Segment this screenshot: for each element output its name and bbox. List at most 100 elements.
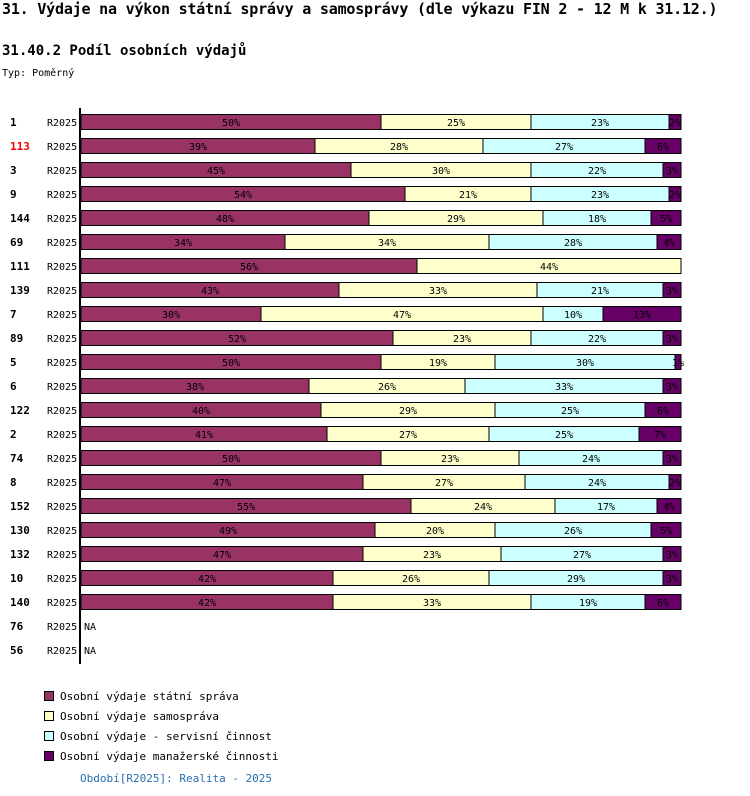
bar-value-label: 47% [213,478,231,489]
bar-value-label: 55% [237,502,255,513]
bar-value-label: 23% [453,334,471,345]
bar-value-label: 50% [222,118,240,129]
bar-value-label: 29% [447,214,465,225]
bar-value-label: 48% [216,214,234,225]
bar-value-label: 3% [666,334,678,345]
bar-value-label: 24% [474,502,492,513]
period-label: R2025 [47,526,77,537]
bar-value-label: 42% [198,574,216,585]
bar-value-label: 21% [591,286,609,297]
bar-segment [662,570,682,586]
bar-segment [638,426,682,442]
period-label: R2025 [47,478,77,489]
bar-value-label: 20% [426,526,444,537]
bar-value-label: 41% [195,430,213,441]
bar-segment [662,546,682,562]
period-label: R2025 [47,358,77,369]
bar-value-label: 4% [663,238,675,249]
bar-value-label: 30% [576,358,594,369]
bar-value-label: 30% [162,310,180,321]
bar-value-label: 56% [240,262,258,273]
category-id-label: 139 [10,284,30,297]
bar-value-label: 52% [228,334,246,345]
legend-item-manazerske-cinnosti: Osobní výdaje manažerské činnosti [44,746,279,766]
bar-value-label: 34% [378,238,396,249]
bar-value-label: 49% [219,526,237,537]
legend-swatch-manazerske-cinnosti [44,751,54,761]
category-id-label: 144 [10,212,30,225]
bar-segment [644,594,682,610]
bar-value-label: 17% [597,502,615,513]
period-label: R2025 [47,190,77,201]
category-id-label: 140 [10,596,30,609]
bar-segment [644,138,682,154]
bar-segment [650,210,682,226]
category-id-label: 7 [10,308,17,321]
bar-value-label: 45% [207,166,225,177]
period-label: R2025 [47,118,77,129]
bar-value-label: 6% [657,406,669,417]
bar-value-label: 33% [423,598,441,609]
bar-value-label: 1% [672,358,684,369]
bar-value-label: 2% [669,478,681,489]
category-id-label: 74 [10,452,24,465]
period-label: R2025 [47,574,77,585]
bar-value-label: 54% [234,190,252,201]
category-id-label: 69 [10,236,23,249]
bar-value-label: 30% [432,166,450,177]
bar-value-label: 29% [399,406,417,417]
category-id-label: 56 [10,644,24,657]
bar-value-label: 6% [657,142,669,153]
bar-value-label: 18% [588,214,606,225]
period-label: R2025 [47,646,77,657]
bar-value-label: 44% [540,262,558,273]
category-id-label: 152 [10,500,30,513]
na-label: NA [84,622,96,633]
period-label: R2025 [47,622,77,633]
bar-value-label: 3% [666,574,678,585]
category-id-label: 2 [10,428,17,441]
bar-value-label: 33% [429,286,447,297]
category-id-label: 122 [10,404,30,417]
period-label: R2025 [47,334,77,345]
bar-value-label: 42% [198,598,216,609]
bar-value-label: 43% [201,286,219,297]
bar-segment [668,186,682,202]
bar-value-label: 25% [555,430,573,441]
bar-value-label: 5% [660,214,672,225]
period-label: R2025 [47,550,77,561]
bar-value-label: 47% [393,310,411,321]
bar-value-label: 22% [588,166,606,177]
bar-segment [656,234,682,250]
bar-value-label: 40% [192,406,210,417]
bar-segment [662,162,682,178]
legend-swatch-statni-sprava [44,691,54,701]
bar-segment [416,258,682,274]
bar-segment [662,378,682,394]
bar-value-label: 6% [657,598,669,609]
category-id-label: 76 [10,620,24,633]
legend-swatch-servisni-cinnost [44,731,54,741]
bar-value-label: 23% [441,454,459,465]
period-footer: Období[R2025]: Realita - 2025 [80,772,273,785]
period-label: R2025 [47,286,77,297]
legend-swatch-samosprava [44,711,54,721]
bar-value-label: 2% [669,190,681,201]
category-id-label: 5 [10,356,17,369]
bar-segment [668,114,682,130]
legend-item-statni-sprava: Osobní výdaje státní správa [44,686,279,706]
category-id-label: 113 [10,140,30,153]
stacked-bar-chart: 1 R2025 50% 25% 23% 2%113 R2025 39% 28% 27% 6%3 R20… [10,108,684,664]
bar-value-label: 3% [666,454,678,465]
bar-value-label: 3% [666,166,678,177]
bar-value-label: 29% [567,574,585,585]
bar-segment [674,354,682,370]
category-id-label: 130 [10,524,30,537]
legend-label-samosprava: Osobní výdaje samospráva [60,709,219,723]
period-label: R2025 [47,142,77,153]
period-label: R2025 [47,454,77,465]
chart-subtitle: 31.40.2 Podíl osobních výdajů [2,43,247,59]
bar-value-label: 27% [435,478,453,489]
period-label: R2025 [47,238,77,249]
bar-segment [656,498,682,514]
